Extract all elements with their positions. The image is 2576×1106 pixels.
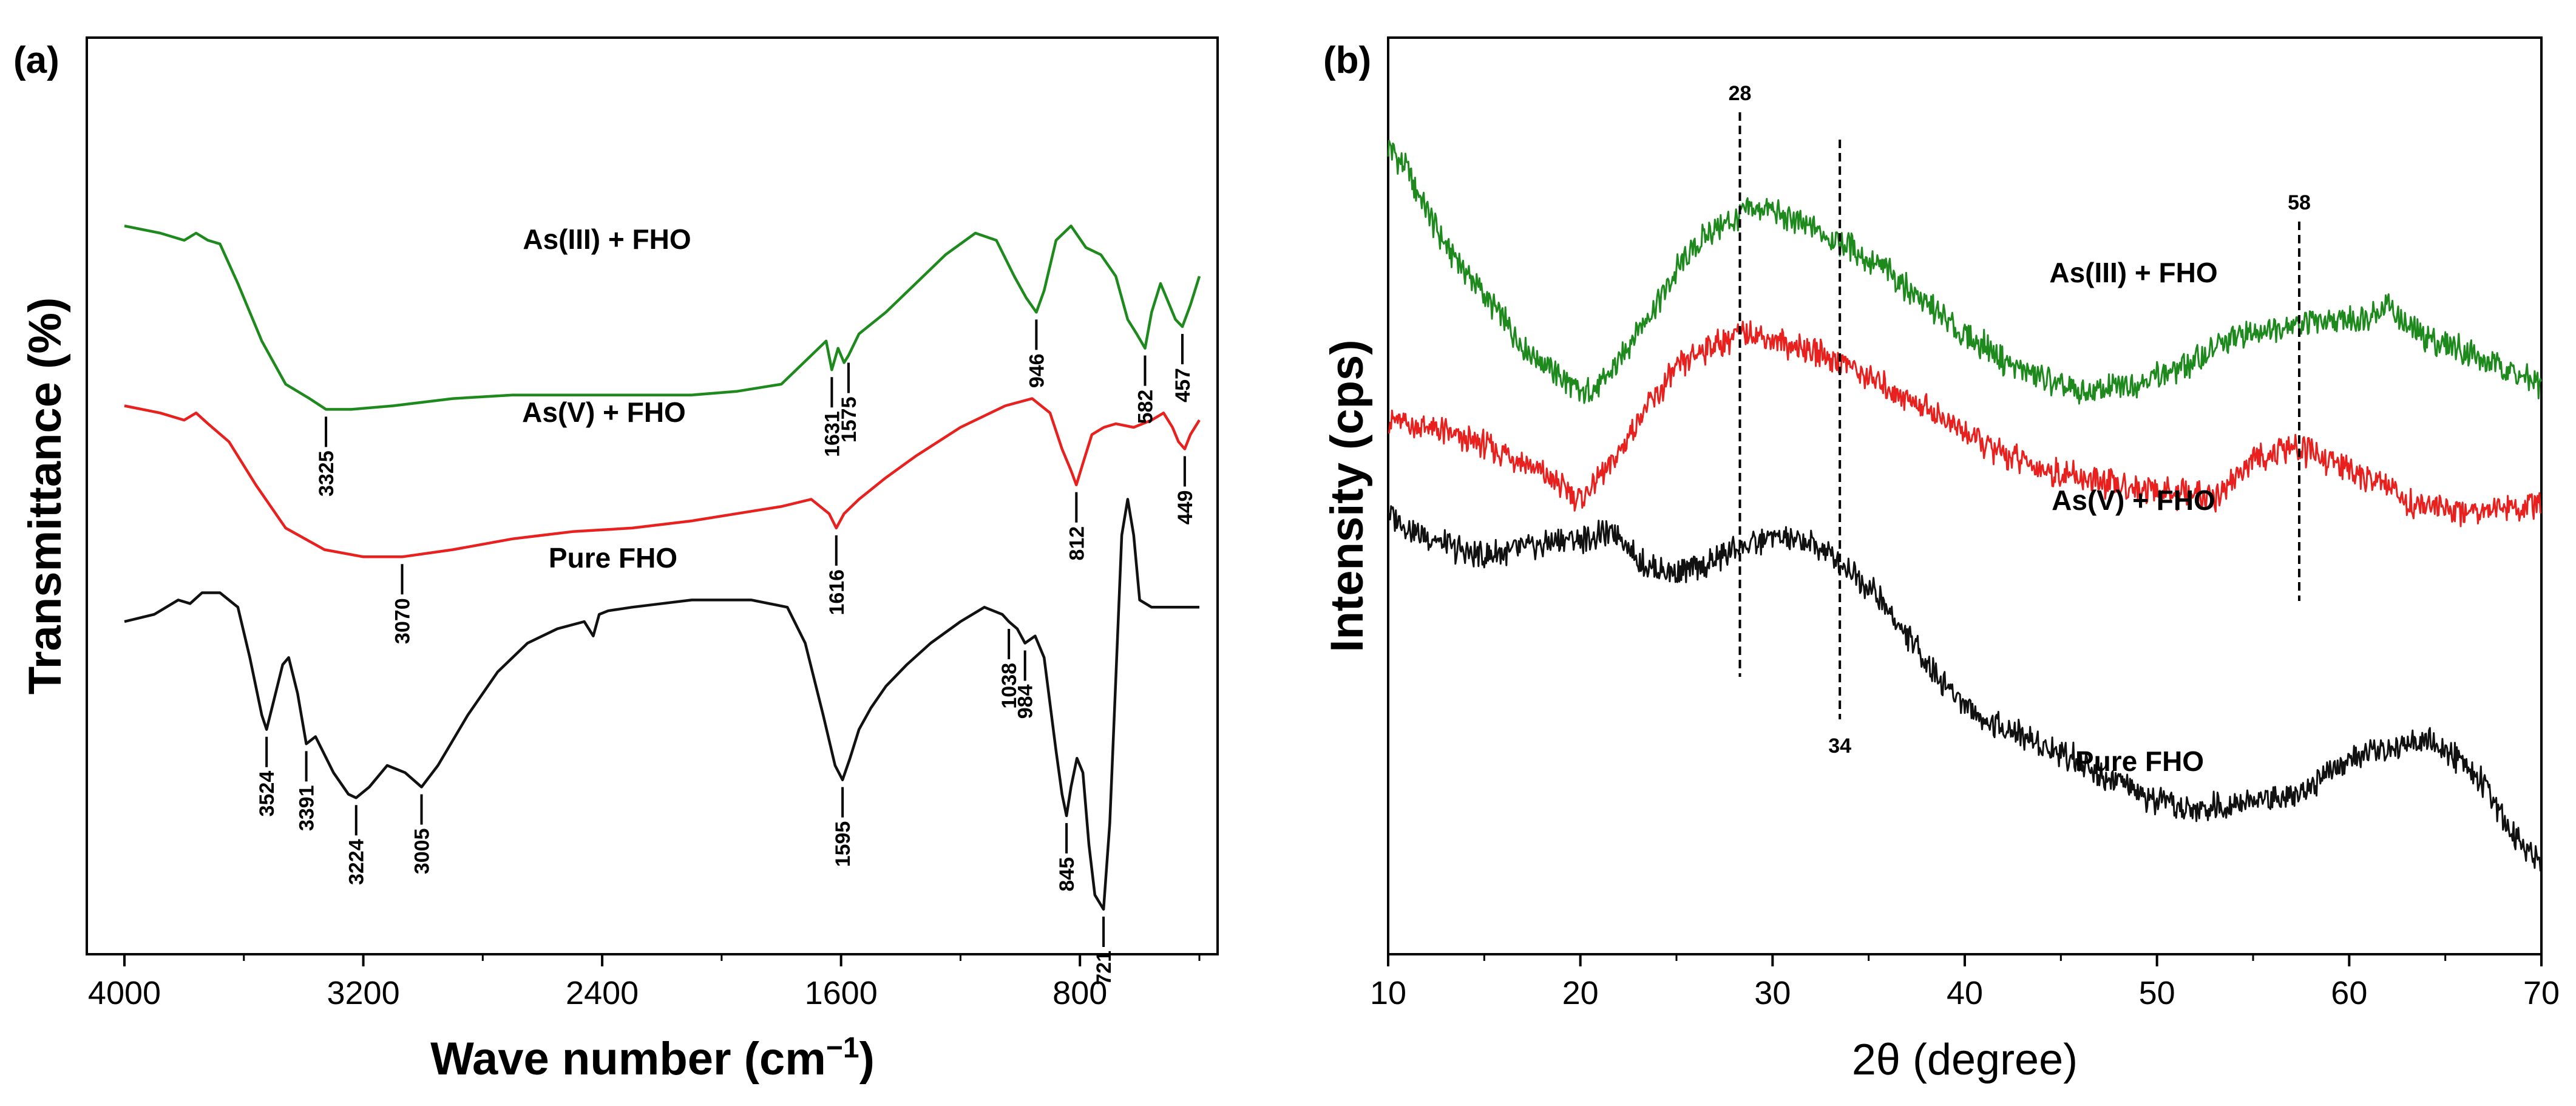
panel-b-label-pure: Pure FHO (2075, 745, 2204, 777)
xrd-line-2 (1387, 505, 2543, 872)
xrd-reference-label: 34 (1828, 735, 1851, 758)
ftir-line-1 (124, 397, 1201, 558)
ftir-peak-label: 1631 (821, 411, 844, 457)
ftir-peak-label: 3070 (391, 598, 415, 644)
panel-b-series-layer (1387, 140, 2543, 872)
xrd-reference-label: 58 (2288, 191, 2311, 214)
xrd-line-0 (1387, 140, 2543, 405)
panel-b-x-axis-title: 2θ (degree) (1852, 1036, 2078, 1084)
panel-b-label-as3: As(III) + FHO (2049, 257, 2217, 288)
panel-a-ftir-chart: (a) 332516311575946582457307016168124493… (13, 36, 1219, 1085)
panel-a-label-as3: As(III) + FHO (523, 223, 691, 255)
panel-b-label: (b) (1323, 39, 1371, 81)
ftir-peak-label: 3005 (410, 829, 433, 875)
x-tick-label: 1600 (805, 975, 878, 1011)
ftir-peak-label: 1575 (838, 397, 861, 443)
panel-a-label-pure: Pure FHO (549, 542, 677, 574)
xrd-line-1 (1388, 320, 2542, 528)
panel-a-series-layer (124, 224, 1201, 911)
ftir-peak-label: 1038 (998, 663, 1021, 709)
panel-a-label-as5: As(V) + FHO (522, 396, 686, 428)
x-tick-label: 3200 (327, 975, 399, 1011)
xrd-reference-label: 28 (1729, 82, 1752, 105)
x-tick-label: 4000 (88, 975, 161, 1011)
ftir-peak-label: 721 (1093, 951, 1116, 985)
panel-a-x-axis: 4000 3200 2400 1600 800 (88, 954, 1201, 1011)
ftir-peak-label: 3325 (315, 450, 338, 497)
ftir-peak-label: 3391 (296, 785, 319, 831)
ftir-peak-label: 582 (1134, 390, 1157, 424)
ftir-peak-label: 457 (1171, 368, 1195, 402)
x-tick-label: 800 (1052, 975, 1107, 1011)
ftir-line-0 (124, 224, 1201, 411)
ftir-peak-label: 812 (1065, 526, 1088, 561)
ftir-peak-label: 946 (1025, 353, 1048, 388)
ftir-peak-label: 3524 (256, 771, 279, 817)
panel-b-x-axis: 10 20 30 40 50 60 70 (1370, 954, 2560, 1011)
x-tick-label: 70 (2523, 975, 2560, 1011)
x-tick-label: 10 (1370, 975, 1406, 1011)
panel-a-x-axis-title: Wave number (cm−1) (430, 1032, 875, 1085)
panel-b-label-as5: As(V) + FHO (2052, 484, 2215, 516)
ftir-peak-label: 1616 (825, 569, 849, 616)
ftir-peak-label: 3224 (345, 839, 368, 885)
panel-a-plot-frame (86, 36, 1219, 955)
panel-b-y-axis-title: Intensity (cps) (1321, 339, 1373, 652)
x-tick-label: 40 (1947, 975, 1983, 1011)
panel-a-y-axis-title: Transmittance (%) (19, 297, 71, 695)
panel-b-reference-lines: 28 34 58 (1729, 82, 2311, 758)
x-tick-label: 60 (2331, 975, 2367, 1011)
x-tick-label: 30 (1754, 975, 1791, 1011)
ftir-line-2 (124, 498, 1199, 911)
x-tick-label: 50 (2139, 975, 2175, 1011)
panel-a-label: (a) (13, 39, 59, 81)
x-tick-label: 20 (1562, 975, 1599, 1011)
x-tick-label: 2400 (566, 975, 639, 1011)
ftir-peak-label: 984 (1014, 684, 1037, 719)
ftir-peak-label: 845 (1056, 857, 1079, 892)
ftir-peak-label: 449 (1174, 490, 1197, 525)
ftir-peak-label: 1595 (832, 821, 855, 867)
